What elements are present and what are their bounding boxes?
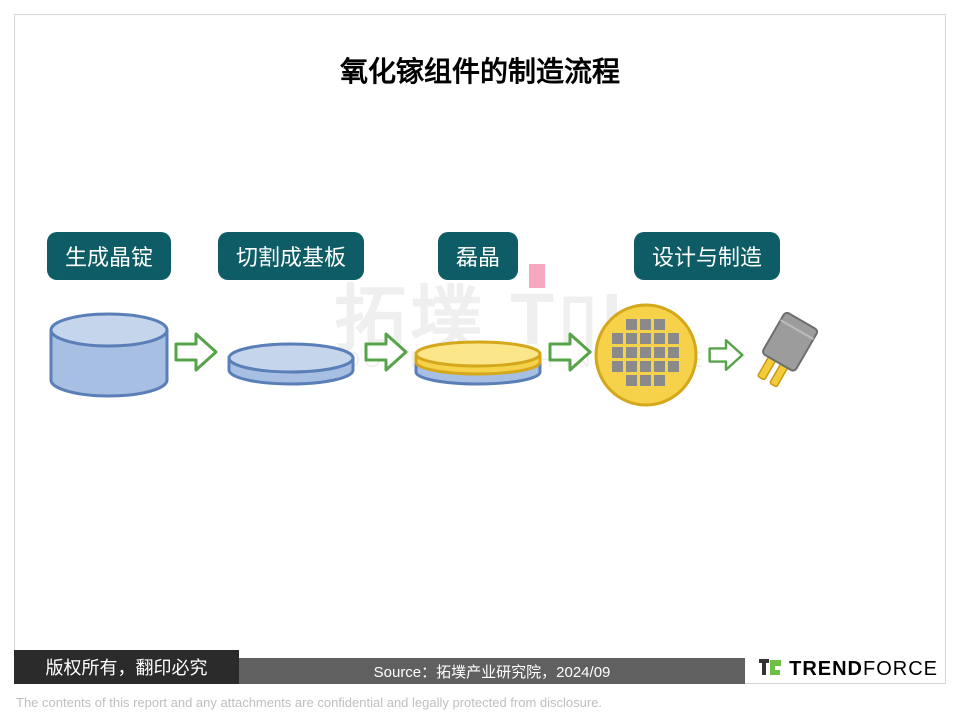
disclaimer-text: The contents of this report and any atta… [16, 695, 602, 710]
step-label: 磊晶 [438, 232, 518, 280]
epitaxy-graphic [408, 300, 548, 410]
source-box: Source：拓墣产业研究院，2024/09 [239, 658, 745, 684]
footer: 版权所有，翻印必究 Source：拓墣产业研究院，2024/09 TRENDFO… [14, 650, 946, 684]
design-graphic [592, 300, 822, 410]
step-epitaxy: 磊晶 [408, 232, 548, 410]
arrow-icon [708, 337, 744, 373]
step-label: 切割成基板 [218, 232, 364, 280]
arrow-icon [174, 330, 218, 374]
wafer-icon [592, 301, 700, 409]
page-title: 氧化镓组件的制造流程 [0, 50, 960, 90]
trendforce-logo: TRENDFORCE [757, 656, 938, 682]
step-label: 生成晶锭 [47, 232, 171, 280]
arrow-icon [548, 330, 592, 374]
arrow-icon [364, 330, 408, 374]
chip-icon [752, 310, 822, 400]
substrate-graphic [221, 300, 361, 410]
process-flow: 生成晶锭 切割成基板 [44, 232, 916, 410]
ingot-graphic [44, 300, 174, 410]
step-label: 设计与制造 [634, 232, 780, 280]
step-design: 设计与制造 [592, 232, 822, 410]
logo-icon [757, 656, 783, 682]
copyright-box: 版权所有，翻印必究 [14, 650, 239, 684]
step-ingot: 生成晶锭 [44, 232, 174, 410]
step-substrate: 切割成基板 [218, 232, 364, 410]
